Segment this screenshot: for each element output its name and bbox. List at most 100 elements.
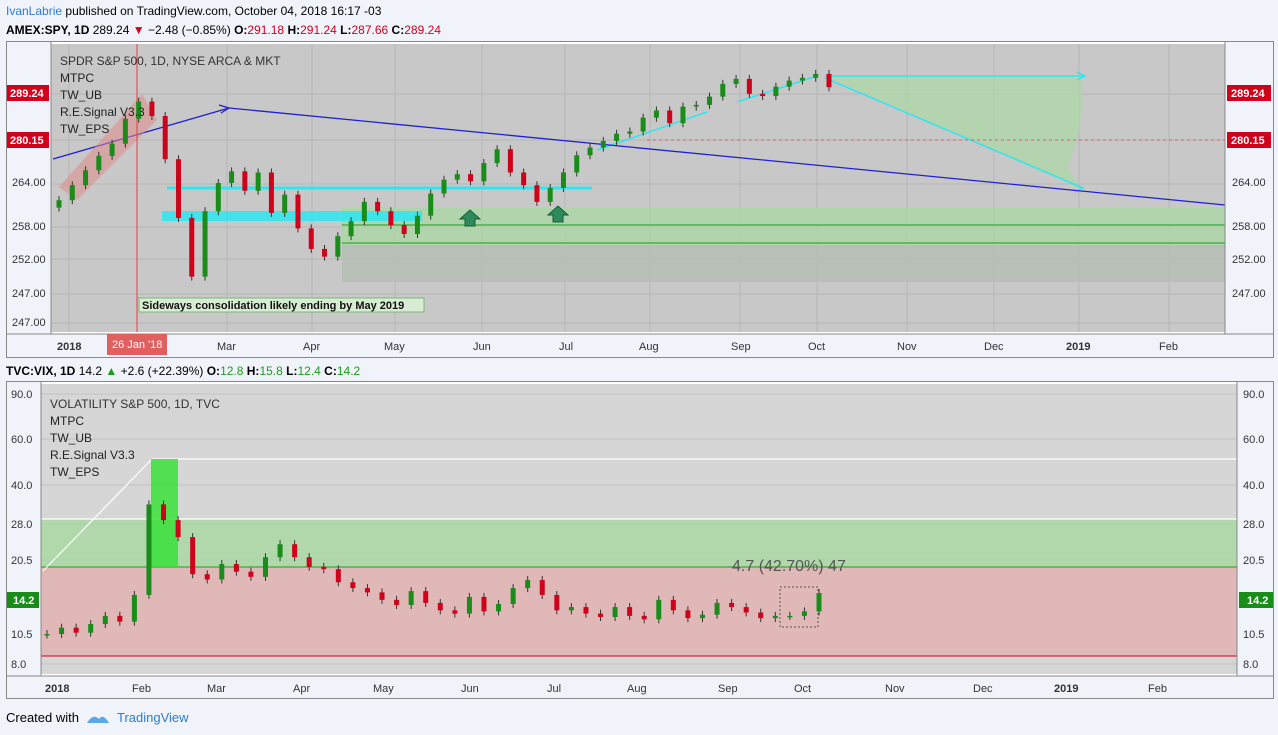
candle[interactable]	[282, 194, 288, 213]
candle[interactable]	[787, 615, 793, 618]
candle[interactable]	[321, 566, 327, 570]
candle[interactable]	[583, 607, 589, 614]
candle[interactable]	[707, 96, 713, 105]
candle[interactable]	[408, 591, 414, 605]
candle[interactable]	[308, 228, 314, 249]
candle[interactable]	[277, 544, 283, 558]
candle[interactable]	[574, 155, 580, 173]
tradingview-link[interactable]: TradingView	[116, 710, 189, 725]
candle[interactable]	[452, 610, 458, 614]
vix-chart-panel[interactable]: 4.7 (42.70%) 47 VOLATILITY S&P 500, 1D, …	[6, 381, 1274, 699]
candle[interactable]	[454, 174, 460, 180]
candle[interactable]	[612, 607, 618, 618]
candle[interactable]	[69, 185, 75, 201]
candle[interactable]	[510, 588, 516, 604]
vix-symbol[interactable]: TVC:VIX, 1D	[6, 364, 76, 378]
candle[interactable]	[693, 104, 699, 107]
candle[interactable]	[109, 143, 115, 156]
candle[interactable]	[813, 73, 819, 78]
candle[interactable]	[627, 131, 633, 134]
candle[interactable]	[414, 215, 420, 234]
candle[interactable]	[162, 116, 168, 160]
candle[interactable]	[685, 610, 691, 619]
candle[interactable]	[306, 557, 312, 567]
candle[interactable]	[641, 615, 647, 620]
candle[interactable]	[547, 188, 553, 202]
candle[interactable]	[773, 86, 779, 97]
candle[interactable]	[699, 614, 705, 619]
candle[interactable]	[219, 564, 225, 580]
author-link[interactable]: IvanLabrie	[6, 4, 63, 18]
candle[interactable]	[117, 615, 123, 622]
candle[interactable]	[149, 101, 155, 116]
candle[interactable]	[215, 183, 221, 212]
candle[interactable]	[379, 592, 385, 600]
candle[interactable]	[322, 248, 328, 257]
candle[interactable]	[466, 596, 472, 614]
candle[interactable]	[401, 225, 407, 234]
candle[interactable]	[729, 602, 735, 608]
candle[interactable]	[242, 171, 248, 191]
candle[interactable]	[534, 185, 540, 202]
candle[interactable]	[772, 615, 778, 619]
candle[interactable]	[83, 170, 89, 186]
candle[interactable]	[295, 194, 301, 229]
candle[interactable]	[96, 155, 102, 171]
candle[interactable]	[262, 557, 268, 577]
candle[interactable]	[760, 93, 766, 97]
candle[interactable]	[428, 193, 434, 216]
candle[interactable]	[423, 591, 429, 603]
candle[interactable]	[131, 594, 137, 622]
candle[interactable]	[786, 80, 792, 87]
candle[interactable]	[59, 627, 65, 634]
candle[interactable]	[255, 172, 261, 191]
annotation-box[interactable]	[138, 297, 425, 313]
candle[interactable]	[136, 101, 142, 119]
candle[interactable]	[568, 607, 574, 611]
candle[interactable]	[364, 588, 370, 593]
candle[interactable]	[801, 611, 807, 616]
candle[interactable]	[175, 159, 181, 218]
candle[interactable]	[102, 615, 108, 625]
candle[interactable]	[720, 83, 726, 97]
candle[interactable]	[190, 537, 196, 575]
candle[interactable]	[335, 236, 341, 257]
candle[interactable]	[394, 599, 400, 605]
candle[interactable]	[758, 612, 764, 619]
spy-chart-svg[interactable]: SPDR S&P 500, 1D, NYSE ARCA & MKT MTPC T…	[7, 42, 1273, 357]
candle[interactable]	[248, 571, 254, 577]
candle[interactable]	[437, 602, 443, 611]
candle[interactable]	[350, 582, 356, 589]
candle[interactable]	[656, 599, 662, 620]
candle[interactable]	[388, 211, 394, 226]
candle[interactable]	[640, 117, 646, 132]
candle[interactable]	[468, 174, 474, 182]
candle[interactable]	[189, 217, 195, 277]
candle[interactable]	[496, 603, 502, 612]
candle[interactable]	[587, 147, 593, 156]
candle[interactable]	[268, 172, 274, 213]
candle[interactable]	[539, 580, 545, 595]
candle[interactable]	[554, 594, 560, 611]
candle[interactable]	[335, 569, 341, 583]
candle[interactable]	[733, 78, 739, 84]
candle[interactable]	[816, 593, 822, 612]
candle[interactable]	[799, 77, 805, 81]
candle[interactable]	[204, 574, 210, 580]
candle[interactable]	[598, 613, 604, 618]
candle[interactable]	[481, 163, 487, 182]
candle[interactable]	[481, 596, 487, 612]
candle[interactable]	[122, 118, 128, 144]
candle[interactable]	[826, 73, 832, 88]
candle[interactable]	[175, 520, 181, 538]
candle[interactable]	[670, 599, 676, 611]
candle[interactable]	[348, 221, 354, 237]
candle[interactable]	[746, 78, 752, 94]
spy-chart-panel[interactable]: SPDR S&P 500, 1D, NYSE ARCA & MKT MTPC T…	[6, 41, 1274, 358]
candle[interactable]	[233, 564, 239, 572]
main-symbol[interactable]: AMEX:SPY, 1D	[6, 23, 90, 37]
candle[interactable]	[44, 634, 50, 636]
candle[interactable]	[627, 607, 633, 616]
candle[interactable]	[743, 607, 749, 613]
candle[interactable]	[229, 171, 235, 184]
